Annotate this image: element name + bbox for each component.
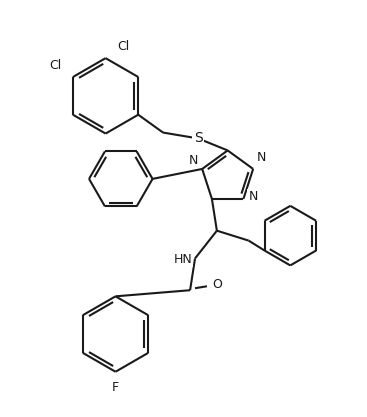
Text: N: N: [248, 191, 258, 203]
Text: N: N: [189, 154, 198, 167]
Text: Cl: Cl: [117, 40, 130, 53]
Text: O: O: [212, 278, 222, 291]
Text: N: N: [257, 151, 266, 164]
Text: Cl: Cl: [49, 59, 61, 72]
Text: F: F: [112, 381, 119, 394]
Text: S: S: [194, 131, 203, 145]
Text: HN: HN: [173, 253, 192, 266]
